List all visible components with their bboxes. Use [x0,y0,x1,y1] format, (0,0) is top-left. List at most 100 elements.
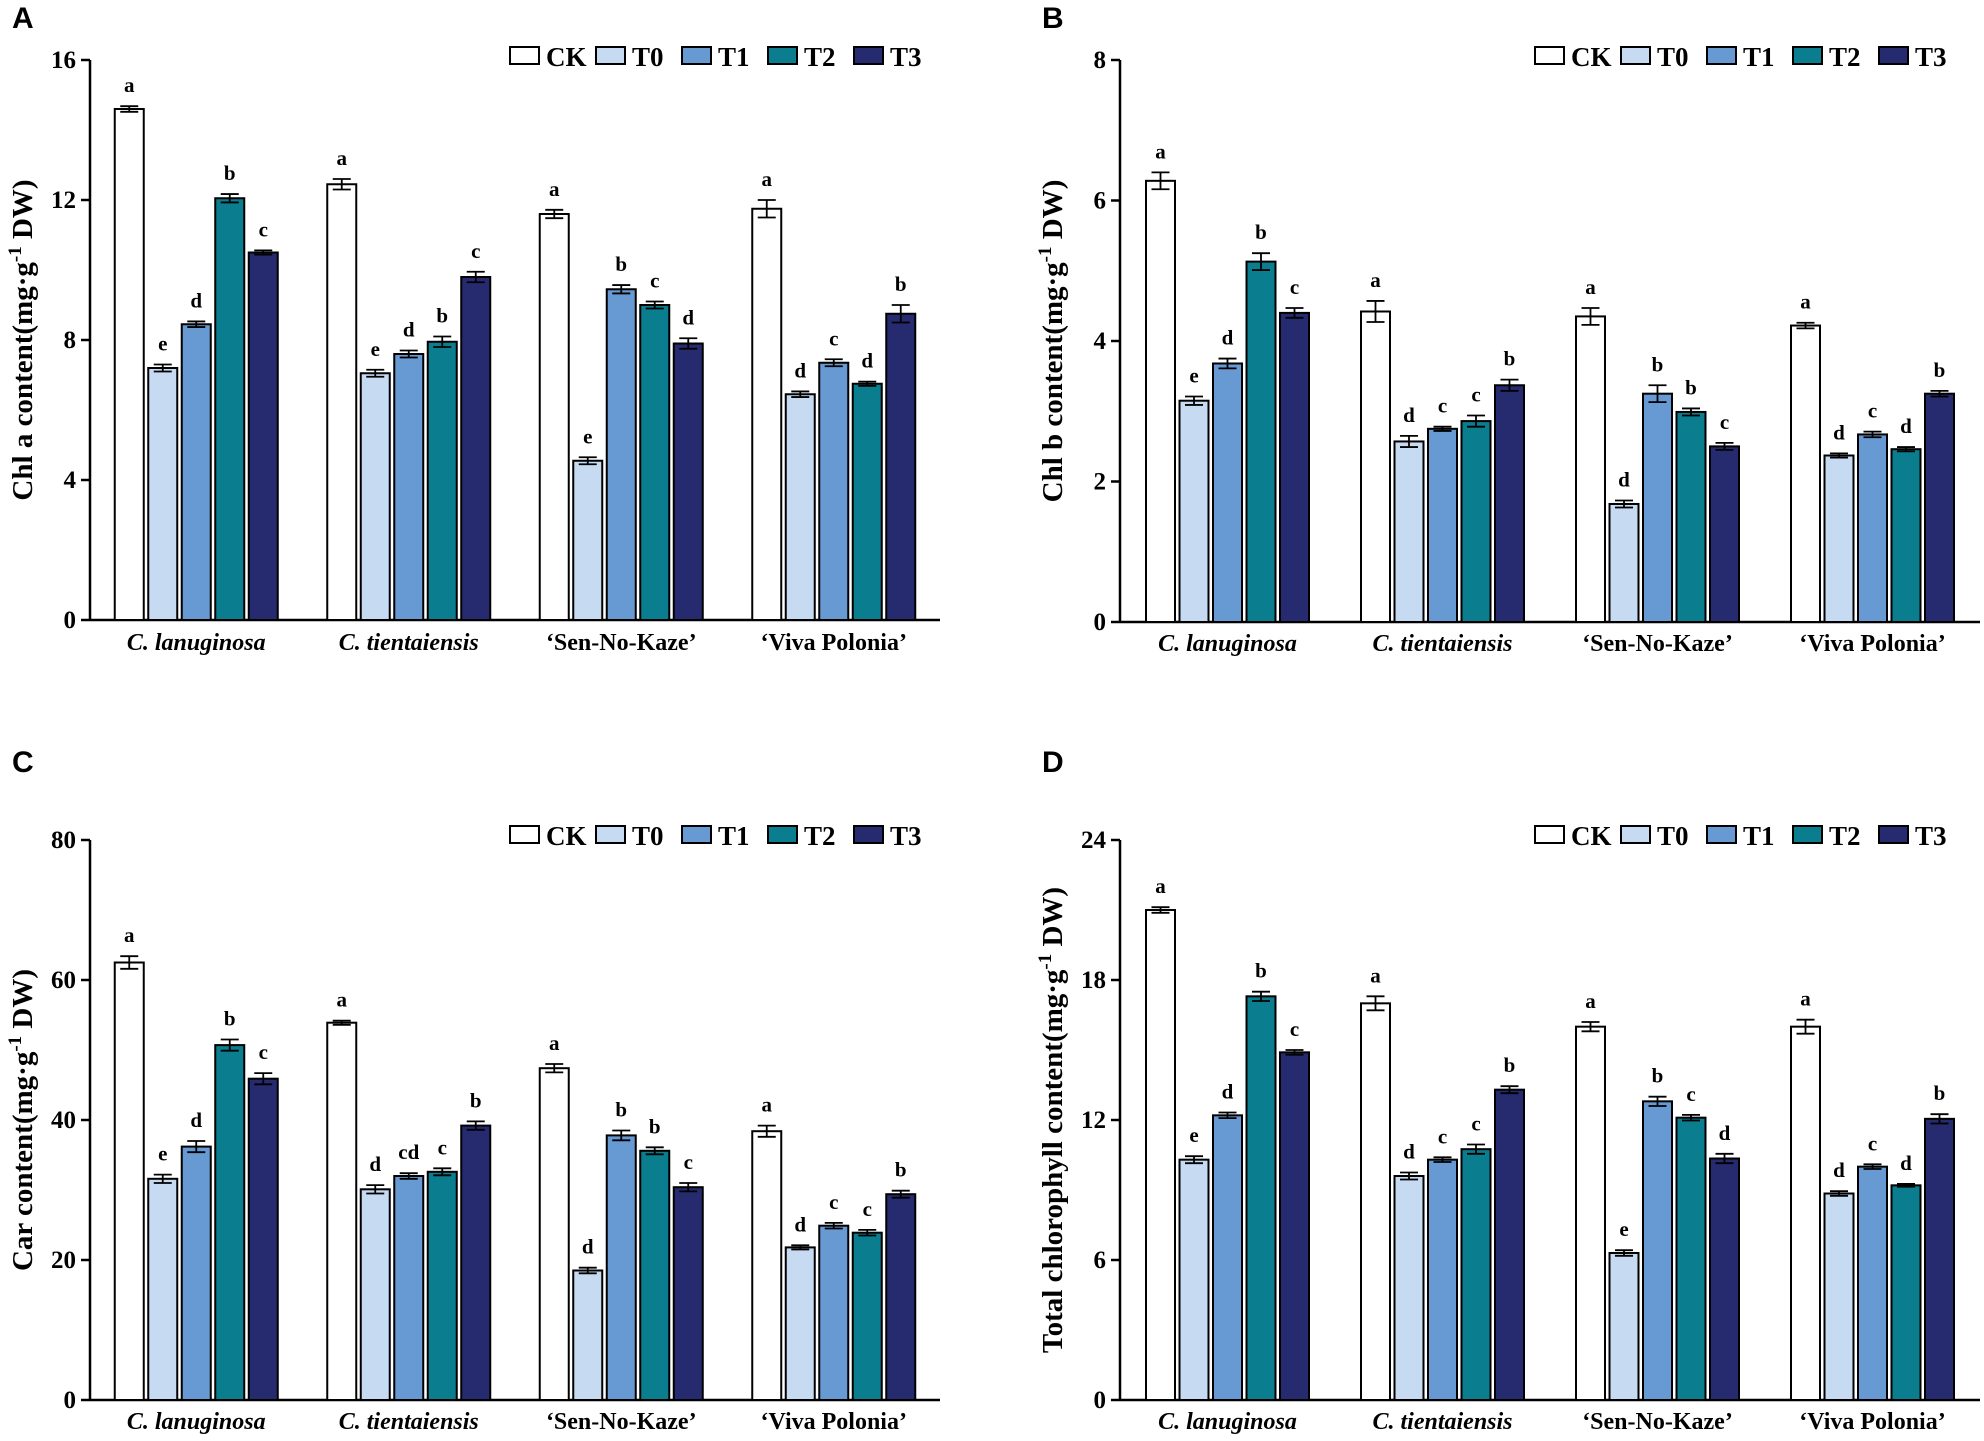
legend-label-CK: CK [546,821,587,851]
bar-T3 [1279,311,1310,623]
significance-letter: b [895,272,907,296]
y-axis-title: Car content(mg·g-1 DW) [5,969,39,1271]
significance-letter: cd [398,1140,419,1164]
significance-letter: e [158,332,167,356]
legend-swatch-T2 [767,46,798,65]
legend-label-T0: T0 [1657,42,1689,72]
panel-letter: A [12,2,34,35]
bar-T1 [1857,433,1888,623]
legend-swatch-T2 [1792,46,1823,65]
y-tick-label: 8 [64,327,77,354]
y-tick-label: 4 [64,467,77,494]
significance-letter: a [124,73,135,97]
bar-T2 [1460,420,1492,623]
y-tick-label: 60 [51,967,76,994]
y-axis-title-sup: -1 [5,246,26,262]
significance-letter: d [1618,467,1630,491]
bar-CK [751,1130,783,1401]
significance-letter: d [794,358,806,382]
legend-label-T0: T0 [1657,821,1689,851]
bar-T2 [1675,1116,1707,1401]
significance-letter: c [1686,1082,1695,1106]
significance-letter: c [650,269,659,293]
panel-letter: B [1042,2,1064,35]
legend: CK T0 T1 T2 T3 [509,821,922,851]
significance-letter: a [1800,987,1811,1011]
legend-label-T3: T3 [1915,821,1947,851]
legend-label-T2: T2 [804,42,836,72]
legend-swatch-T3 [853,825,884,844]
bar-T3 [247,1077,279,1401]
bar-T0 [147,367,179,621]
bar-T2 [851,1231,883,1401]
bar-T2 [426,1170,458,1402]
significance-letter: b [615,252,627,276]
bar-T1 [1642,1100,1673,1402]
y-axis-title: Total chlorophyll content(mg·g-1 DW) [1035,887,1069,1353]
significance-letter: b [1504,1053,1516,1077]
significance-letter: e [1189,363,1198,387]
category-label: C. tientaiensis [1372,631,1512,657]
significance-letter: a [1370,268,1381,292]
significance-letter: a [549,1031,560,1055]
bar-CK [326,1021,358,1401]
significance-letter: d [1900,414,1912,438]
significance-letter: a [337,988,348,1012]
significance-letter: e [1189,1123,1198,1147]
significance-letter: c [259,217,268,241]
significance-letter: a [1585,275,1596,299]
legend-swatch-T1 [681,825,712,844]
y-tick-label: 12 [1081,1107,1106,1134]
category-label: ‘Sen-No-Kaze’ [1582,631,1733,657]
y-axis-title: Chl b content(mg·g-1 DW) [1035,180,1069,503]
significance-letter: b [436,304,448,328]
significance-letter: c [1868,1131,1877,1155]
legend-swatch-T0 [595,825,626,844]
significance-letter: d [1833,420,1845,444]
bar-T2 [1890,448,1922,623]
significance-letter: b [224,1007,236,1031]
legend-swatch-T0 [1620,825,1651,844]
y-axis-title-sup: -1 [1035,246,1056,262]
bar-CK [1145,909,1176,1401]
bar-T0 [1178,399,1210,623]
significance-letter: e [1619,1217,1628,1241]
category-label: ‘Viva Polonia’ [761,630,907,656]
significance-letter: c [684,1150,693,1174]
bar-CK [1360,310,1391,623]
legend-swatch-T1 [1706,46,1737,65]
bar-CK [326,183,358,621]
bar-T3 [1924,392,1955,623]
y-tick-label: 16 [51,47,76,74]
bar-CK [538,213,570,621]
significance-letter: a [1585,989,1596,1013]
y-tick-label: 40 [51,1107,76,1134]
bar-T2 [639,304,671,621]
y-tick-label: 0 [64,607,77,634]
bar-T3 [1494,1088,1525,1401]
legend-label-CK: CK [1571,42,1612,72]
significance-letter: c [1290,275,1299,299]
y-tick-label: 80 [51,827,76,854]
chart-panel-D: D 0 6 12 18 24 Total chlorophyll content(mg·g-… [1035,746,1980,1435]
y-tick-label: 24 [1081,827,1107,854]
category-label: ‘Viva Polonia’ [1799,631,1945,657]
category-label: C. lanuginosa [127,1409,266,1435]
bar-T1 [1857,1165,1888,1401]
legend-label-T1: T1 [1743,42,1775,72]
legend-label-T1: T1 [718,821,750,851]
category-label: ‘Sen-No-Kaze’ [1582,1409,1733,1435]
significance-letter: c [438,1135,447,1159]
significance-letter: d [1222,1080,1234,1104]
significance-letter: d [861,349,873,373]
significance-letter: b [1934,358,1946,382]
category-label: C. tientaiensis [1372,1409,1512,1435]
legend: CK T0 T1 T2 T3 [509,42,922,72]
y-tick-label: 12 [51,187,76,214]
legend-swatch-T0 [595,46,626,65]
legend-swatch-CK [1534,46,1565,65]
legend-label-T1: T1 [1743,821,1775,851]
bar-T3 [1924,1117,1955,1402]
bar-T3 [1494,384,1525,623]
